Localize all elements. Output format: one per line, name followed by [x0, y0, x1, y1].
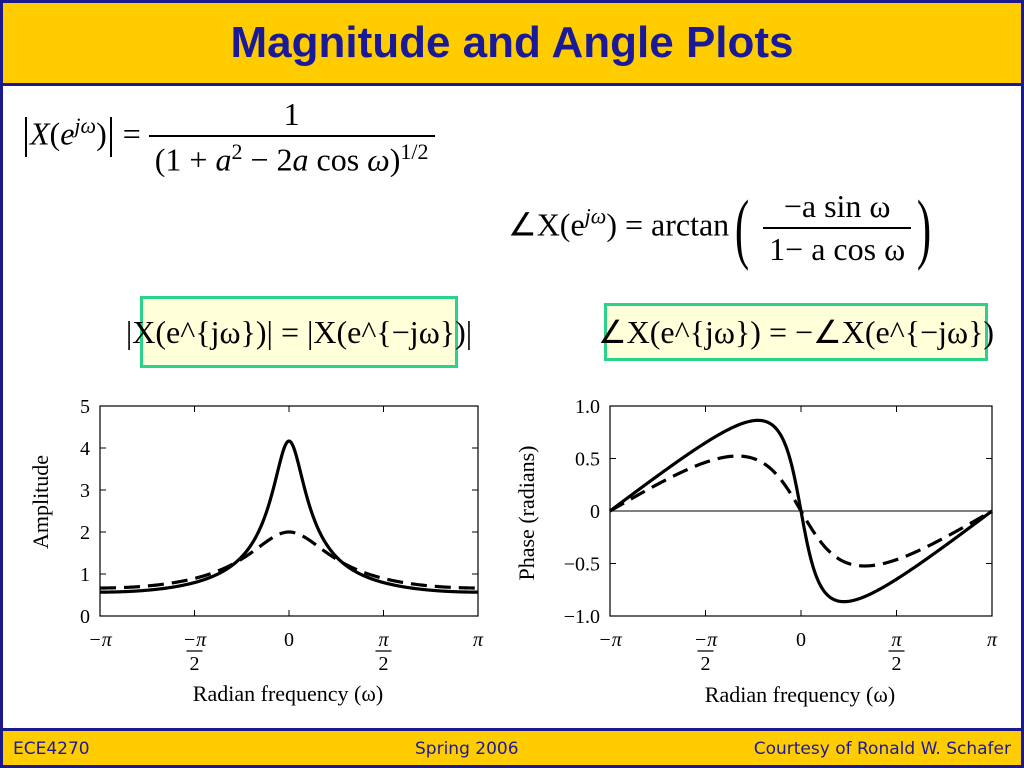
x-tick-label: π2 [888, 629, 905, 675]
y-tick-label: 0 [80, 606, 90, 628]
amplitude-ylabel: Amplitude [28, 455, 53, 549]
x-tick-label: 0 [796, 629, 806, 651]
phase-ylabel: Phase (radians) [514, 445, 539, 580]
y-tick-label: 0.5 [575, 449, 600, 471]
svg-text:2: 2 [378, 653, 388, 675]
footer-credit: Courtesy of Ronald W. Schafer [753, 739, 1011, 759]
y-tick-label: −0.5 [564, 554, 600, 576]
svg-text:2: 2 [701, 653, 711, 675]
x-tick-label: π [473, 629, 484, 651]
x-tick-label: −π2 [183, 629, 207, 675]
x-tick-label: −π2 [694, 629, 718, 675]
svg-text:π: π [891, 629, 902, 651]
y-tick-label: 3 [80, 480, 90, 502]
svg-text:π: π [378, 629, 389, 651]
y-tick-label: 1 [80, 564, 90, 586]
footer-bar: ECE4270 Spring 2006 Courtesy of Ronald W… [0, 728, 1024, 768]
phase-equation: ∠X(ejω) = arctan( −a sin ω 1− a cos ω ) [508, 184, 932, 271]
footer-course: ECE4270 [13, 739, 90, 759]
svg-text:2: 2 [891, 653, 901, 675]
x-tick-label: −π [88, 629, 112, 651]
slide-title: Magnitude and Angle Plots [230, 18, 794, 67]
y-tick-label: 4 [80, 438, 90, 460]
y-tick-label: −1.0 [564, 606, 600, 628]
x-tick-label: π2 [375, 629, 392, 675]
svg-text:2: 2 [190, 653, 200, 675]
phase-chart: Phase (radians) Radian frequency (ω) 1.0… [514, 396, 998, 707]
phase-symmetry-box: ∠X(e^{jω}) = −∠X(e^{−jω}) [598, 303, 994, 361]
magnitude-symmetry-box: |X(e^{jω})| = |X(e^{−jω})| [126, 296, 472, 368]
amplitude-xlabel: Radian frequency (ω) [193, 681, 383, 706]
footer-term: Spring 2006 [415, 739, 519, 759]
y-tick-label: 5 [80, 396, 90, 418]
svg-text:−π: −π [694, 629, 718, 651]
magnitude-equation: X(ejω) = 1 (1 + a2 − 2a cos ω)1/2 [22, 96, 435, 179]
title-bar: Magnitude and Angle Plots [0, 0, 1024, 86]
dashed-series-line [100, 530, 478, 590]
solid-series-line [100, 439, 478, 594]
x-tick-label: 0 [284, 629, 294, 651]
x-tick-label: −π [598, 629, 622, 651]
y-tick-label: 0 [590, 501, 600, 523]
dashed-series-line [609, 454, 993, 568]
y-tick-label: 2 [80, 522, 90, 544]
phase-xlabel: Radian frequency (ω) [705, 682, 895, 707]
svg-text:−π: −π [183, 629, 207, 651]
x-tick-label: π [987, 629, 998, 651]
y-tick-label: 1.0 [575, 396, 600, 418]
